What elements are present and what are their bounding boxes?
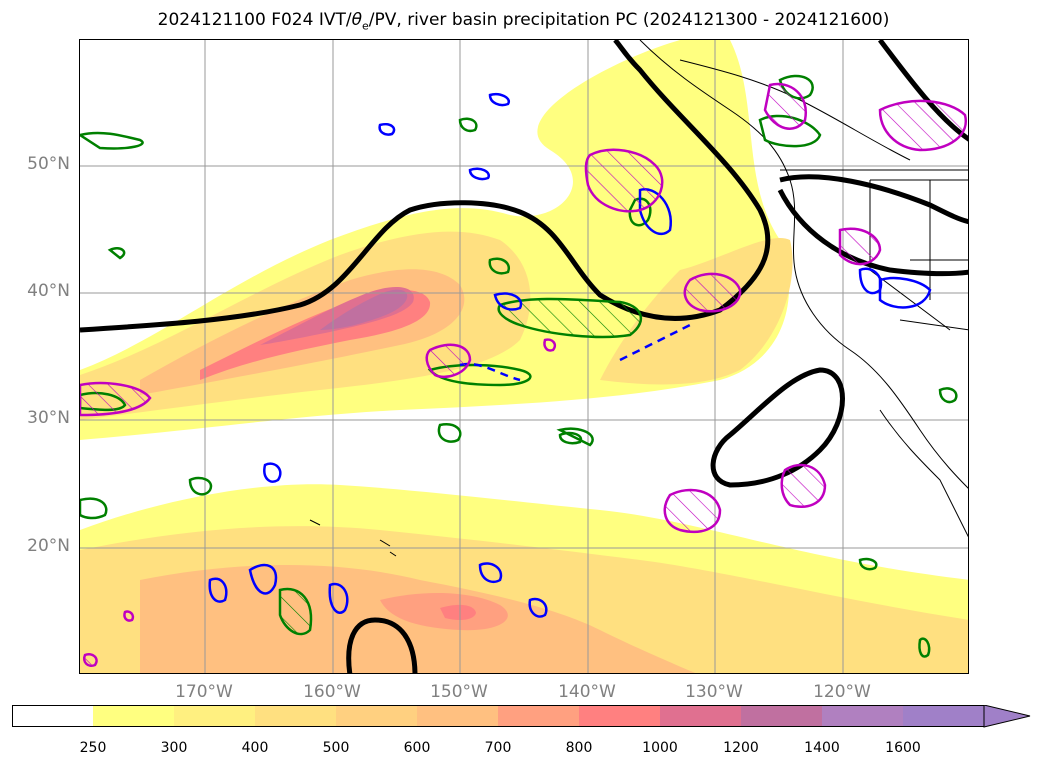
colorbar-tick-label: 600 — [403, 740, 431, 756]
colorbar-segment — [660, 705, 742, 727]
colorbar-segment — [12, 705, 94, 727]
title-theta-sub: e — [362, 19, 369, 33]
lon-label-170w: 170°W — [175, 682, 233, 702]
colorbar-tick-label: 800 — [565, 740, 593, 756]
lon-label-120w: 120°W — [813, 682, 871, 702]
colorbar — [12, 705, 1031, 728]
colorbar-segment — [903, 705, 985, 727]
colorbar-tick-label: 1400 — [804, 740, 840, 756]
colorbar-segment — [822, 705, 904, 727]
lat-label-40n: 40°N — [27, 281, 70, 301]
lon-label-130w: 130°W — [685, 682, 743, 702]
colorbar-tick-label: 700 — [484, 740, 512, 756]
title-theta: θ — [351, 10, 362, 30]
colorbar-tick-label: 1000 — [642, 740, 678, 756]
pv-positive-contours — [80, 74, 958, 658]
pv-negative-contours — [208, 93, 932, 618]
colorbar-segment — [93, 705, 175, 727]
colorbar-segment — [417, 705, 499, 727]
map-plot — [80, 40, 968, 673]
borders — [870, 179, 968, 331]
colorbar-segment — [498, 705, 580, 727]
lon-label-160w: 160°W — [303, 682, 361, 702]
lat-label-30n: 30°N — [27, 408, 70, 428]
lat-label-20n: 20°N — [27, 536, 70, 556]
lat-label-50n: 50°N — [27, 154, 70, 174]
colorbar-tick-label: 1200 — [723, 740, 759, 756]
colorbar-tick-label: 300 — [160, 740, 188, 756]
colorbar-tick-label: 500 — [322, 740, 350, 756]
colorbar-segment — [255, 705, 337, 727]
lon-label-150w: 150°W — [430, 682, 488, 702]
colorbar-outline — [12, 705, 985, 727]
colorbar-segment — [741, 705, 823, 727]
map-title: 2024121100 F024 IVT/θe/PV, river basin p… — [0, 10, 1047, 32]
colorbar-segment — [336, 705, 418, 727]
title-suffix: /PV, river basin precipitation PC (20241… — [368, 10, 890, 30]
title-prefix: 2024121100 F024 IVT/ — [157, 10, 352, 30]
colorbar-segment — [579, 705, 661, 727]
precip-contours — [80, 82, 968, 667]
colorbar-segment — [174, 705, 256, 727]
colorbar-tick-label: 250 — [79, 740, 107, 756]
colorbar-extend-arrow — [983, 705, 1031, 728]
colorbar-tick-label: 400 — [241, 740, 269, 756]
map-panel — [79, 39, 969, 674]
lon-label-140w: 140°W — [558, 682, 616, 702]
colorbar-tick-label: 1600 — [885, 740, 921, 756]
